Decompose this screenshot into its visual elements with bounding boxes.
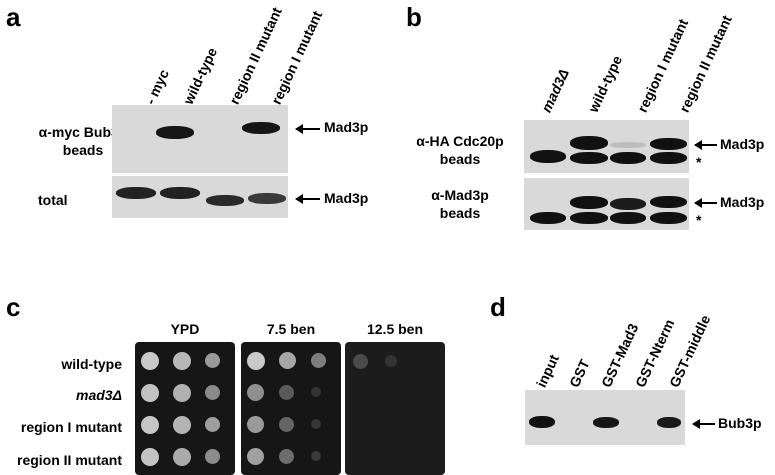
- band: [206, 195, 244, 206]
- strain-label-2: mad3Δ: [76, 387, 122, 403]
- colony-spot: [205, 385, 220, 400]
- strain-label-4: region II mutant: [17, 452, 122, 468]
- condition-label-125ben: 12.5 ben: [366, 321, 424, 337]
- row-label-b-mad3-1: α-Mad3p: [431, 187, 489, 203]
- arrow-icon: [694, 140, 717, 150]
- colony-spot: [205, 353, 220, 368]
- band: [530, 212, 566, 224]
- band: [650, 196, 687, 208]
- band: [530, 150, 566, 163]
- band: [610, 152, 646, 164]
- blot-d: [525, 390, 685, 445]
- band: [156, 126, 194, 139]
- colony-spot: [247, 448, 264, 465]
- strain-label-3: region I mutant: [20, 419, 122, 435]
- lane-label-b-1: mad3Δ: [538, 66, 572, 115]
- row-label-a-beads-1: α-myc Bub3p: [38, 124, 128, 140]
- colony-spot: [141, 448, 159, 466]
- panel-c-letter: c: [6, 292, 21, 322]
- band: [650, 212, 687, 224]
- arrow-icon: [295, 124, 320, 134]
- panel-b-letter: b: [406, 2, 422, 32]
- colony-spot: [141, 352, 159, 370]
- colony-spot: [279, 417, 294, 432]
- star-b-1: *: [696, 154, 702, 170]
- colony-spot: [279, 385, 294, 400]
- band: [593, 417, 619, 428]
- colony-spot: [311, 387, 321, 397]
- condition-label-ypd: YPD: [170, 321, 200, 337]
- band: [570, 152, 608, 164]
- colony-spot: [311, 419, 321, 429]
- row-label-b-cdc20-2: beads: [439, 151, 481, 167]
- colony-spot: [247, 384, 264, 401]
- band: [116, 187, 156, 199]
- blot-a-beads: [112, 105, 288, 173]
- row-label-a-total: total: [38, 192, 68, 208]
- band: [650, 152, 687, 164]
- band: [610, 142, 646, 148]
- blot-b-mad3: [524, 178, 689, 230]
- colony-spot: [311, 353, 326, 368]
- plate-ypd: [135, 342, 235, 475]
- colony-spot: [173, 448, 191, 466]
- band: [242, 122, 280, 134]
- marker-a-1: Mad3p: [324, 119, 369, 135]
- band: [248, 193, 286, 204]
- colony-spot: [173, 352, 191, 370]
- arrow-icon: [295, 194, 320, 204]
- band: [610, 198, 646, 210]
- lane-label-a-2: wild-type: [180, 45, 221, 107]
- row-label-a-beads-2: beads: [62, 142, 104, 158]
- arrow-icon: [692, 419, 715, 429]
- strain-label-1: wild-type: [61, 356, 122, 372]
- marker-b-2: Mad3p: [720, 194, 765, 210]
- lane-label-d-2: GST: [566, 356, 593, 390]
- colony-spot: [205, 449, 220, 464]
- row-label-b-cdc20-1: α-HA Cdc20p: [416, 133, 504, 149]
- band: [570, 212, 608, 224]
- colony-spot: [247, 352, 265, 370]
- colony-spot: [385, 355, 397, 367]
- lane-label-d-1: input: [533, 351, 562, 390]
- plate-12-5-ben: [345, 342, 445, 475]
- arrow-icon: [694, 198, 717, 208]
- blot-a-total: [112, 176, 288, 218]
- colony-spot: [279, 352, 296, 369]
- band: [570, 136, 608, 150]
- colony-spot: [205, 417, 220, 432]
- colony-spot: [311, 451, 321, 461]
- band: [610, 212, 646, 224]
- colony-spot: [173, 384, 191, 402]
- marker-b-1: Mad3p: [720, 136, 765, 152]
- panel-d-letter: d: [490, 292, 506, 322]
- condition-label-75ben: 7.5 ben: [266, 321, 316, 337]
- row-label-b-mad3-2: beads: [439, 205, 481, 221]
- colony-spot: [247, 416, 264, 433]
- band: [529, 416, 555, 428]
- colony-spot: [173, 416, 191, 434]
- colony-spot: [141, 384, 159, 402]
- colony-spot: [279, 449, 294, 464]
- band: [657, 417, 681, 428]
- star-b-2: *: [696, 212, 702, 228]
- band: [160, 187, 200, 199]
- colony-spot: [353, 354, 368, 369]
- blot-b-cdc20: [524, 120, 689, 173]
- lane-label-b-2: wild-type: [585, 53, 626, 115]
- plate-7-5-ben: [241, 342, 341, 475]
- marker-d: Bub3p: [718, 415, 762, 431]
- band: [650, 138, 687, 150]
- band: [570, 196, 608, 209]
- lane-label-a-1: - myc: [142, 66, 172, 107]
- marker-a-2: Mad3p: [324, 190, 369, 206]
- colony-spot: [141, 416, 159, 434]
- panel-a-letter: a: [6, 2, 21, 32]
